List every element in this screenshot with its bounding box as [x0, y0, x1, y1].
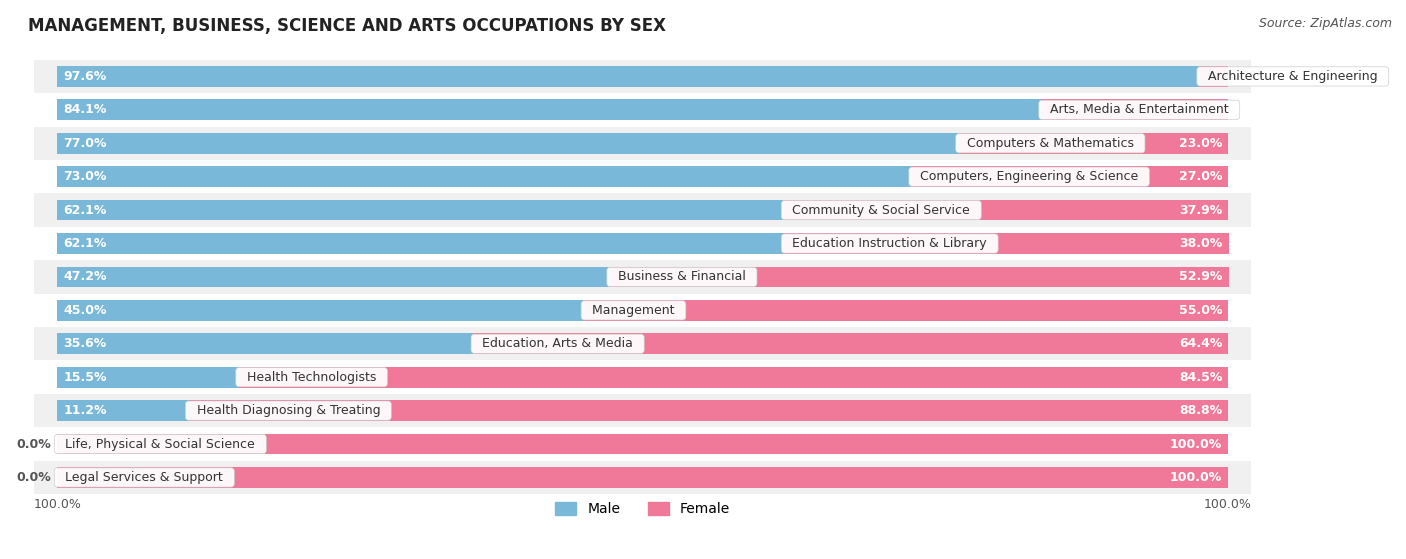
Text: Architecture & Engineering: Architecture & Engineering: [1199, 70, 1385, 83]
Bar: [34, 227, 1251, 260]
Bar: [239, 367, 1227, 387]
Text: 47.2%: 47.2%: [63, 271, 107, 283]
Text: 97.6%: 97.6%: [63, 70, 107, 83]
Text: Management: Management: [585, 304, 683, 317]
Bar: [34, 427, 1251, 461]
Text: 15.5%: 15.5%: [63, 371, 107, 383]
Bar: [34, 260, 1251, 293]
Text: 37.9%: 37.9%: [1180, 203, 1222, 216]
Bar: [188, 400, 1227, 421]
Text: 100.0%: 100.0%: [1170, 438, 1222, 451]
Bar: [58, 233, 785, 254]
Text: Computers, Engineering & Science: Computers, Engineering & Science: [912, 170, 1146, 183]
Text: 35.6%: 35.6%: [63, 337, 107, 350]
Bar: [34, 193, 1251, 227]
Text: Arts, Media & Entertainment: Arts, Media & Entertainment: [1042, 103, 1236, 116]
Bar: [785, 200, 1227, 220]
Bar: [58, 400, 188, 421]
Text: 23.0%: 23.0%: [1178, 137, 1222, 150]
Text: 88.8%: 88.8%: [1180, 404, 1222, 417]
Text: Business & Financial: Business & Financial: [610, 271, 754, 283]
Text: 0.0%: 0.0%: [17, 471, 52, 484]
Bar: [34, 461, 1251, 494]
Text: Source: ZipAtlas.com: Source: ZipAtlas.com: [1258, 17, 1392, 30]
Text: 62.1%: 62.1%: [63, 203, 107, 216]
Bar: [34, 93, 1251, 126]
Bar: [610, 267, 1229, 287]
Bar: [58, 434, 1227, 454]
Text: 84.1%: 84.1%: [63, 103, 107, 116]
Text: 38.0%: 38.0%: [1180, 237, 1222, 250]
Bar: [58, 333, 474, 354]
Text: Community & Social Service: Community & Social Service: [785, 203, 979, 216]
Bar: [34, 160, 1251, 193]
Bar: [34, 126, 1251, 160]
Text: 15.9%: 15.9%: [1178, 103, 1222, 116]
Text: 0.0%: 0.0%: [17, 438, 52, 451]
Text: 100.0%: 100.0%: [1170, 471, 1222, 484]
Bar: [58, 367, 239, 387]
Bar: [585, 300, 1227, 321]
Text: Life, Physical & Social Science: Life, Physical & Social Science: [58, 438, 263, 451]
Text: 52.9%: 52.9%: [1178, 271, 1222, 283]
Bar: [34, 60, 1251, 93]
Text: 45.0%: 45.0%: [63, 304, 107, 317]
Text: MANAGEMENT, BUSINESS, SCIENCE AND ARTS OCCUPATIONS BY SEX: MANAGEMENT, BUSINESS, SCIENCE AND ARTS O…: [28, 17, 666, 35]
Text: 27.0%: 27.0%: [1178, 170, 1222, 183]
Text: 77.0%: 77.0%: [63, 137, 107, 150]
Bar: [1199, 66, 1227, 87]
Bar: [912, 167, 1227, 187]
Text: Education, Arts & Media: Education, Arts & Media: [474, 337, 641, 350]
Bar: [58, 267, 610, 287]
Bar: [1042, 100, 1227, 120]
Bar: [58, 66, 1199, 87]
Text: Legal Services & Support: Legal Services & Support: [58, 471, 231, 484]
Bar: [58, 300, 585, 321]
Text: Computers & Mathematics: Computers & Mathematics: [959, 137, 1142, 150]
Text: Health Diagnosing & Treating: Health Diagnosing & Treating: [188, 404, 388, 417]
Text: Education Instruction & Library: Education Instruction & Library: [785, 237, 995, 250]
Bar: [34, 394, 1251, 427]
Bar: [58, 167, 912, 187]
Bar: [34, 327, 1251, 361]
Bar: [58, 467, 1227, 488]
Text: 11.2%: 11.2%: [63, 404, 107, 417]
Bar: [34, 293, 1251, 327]
Bar: [959, 133, 1227, 154]
Text: 62.1%: 62.1%: [63, 237, 107, 250]
Bar: [785, 233, 1229, 254]
Text: 55.0%: 55.0%: [1178, 304, 1222, 317]
Text: 84.5%: 84.5%: [1178, 371, 1222, 383]
Bar: [474, 333, 1227, 354]
Text: 2.4%: 2.4%: [1234, 70, 1268, 83]
Bar: [58, 200, 785, 220]
Text: 64.4%: 64.4%: [1178, 337, 1222, 350]
Text: 73.0%: 73.0%: [63, 170, 107, 183]
Bar: [58, 133, 959, 154]
Bar: [58, 100, 1042, 120]
Bar: [34, 361, 1251, 394]
Text: Health Technologists: Health Technologists: [239, 371, 384, 383]
Legend: Male, Female: Male, Female: [550, 497, 735, 522]
